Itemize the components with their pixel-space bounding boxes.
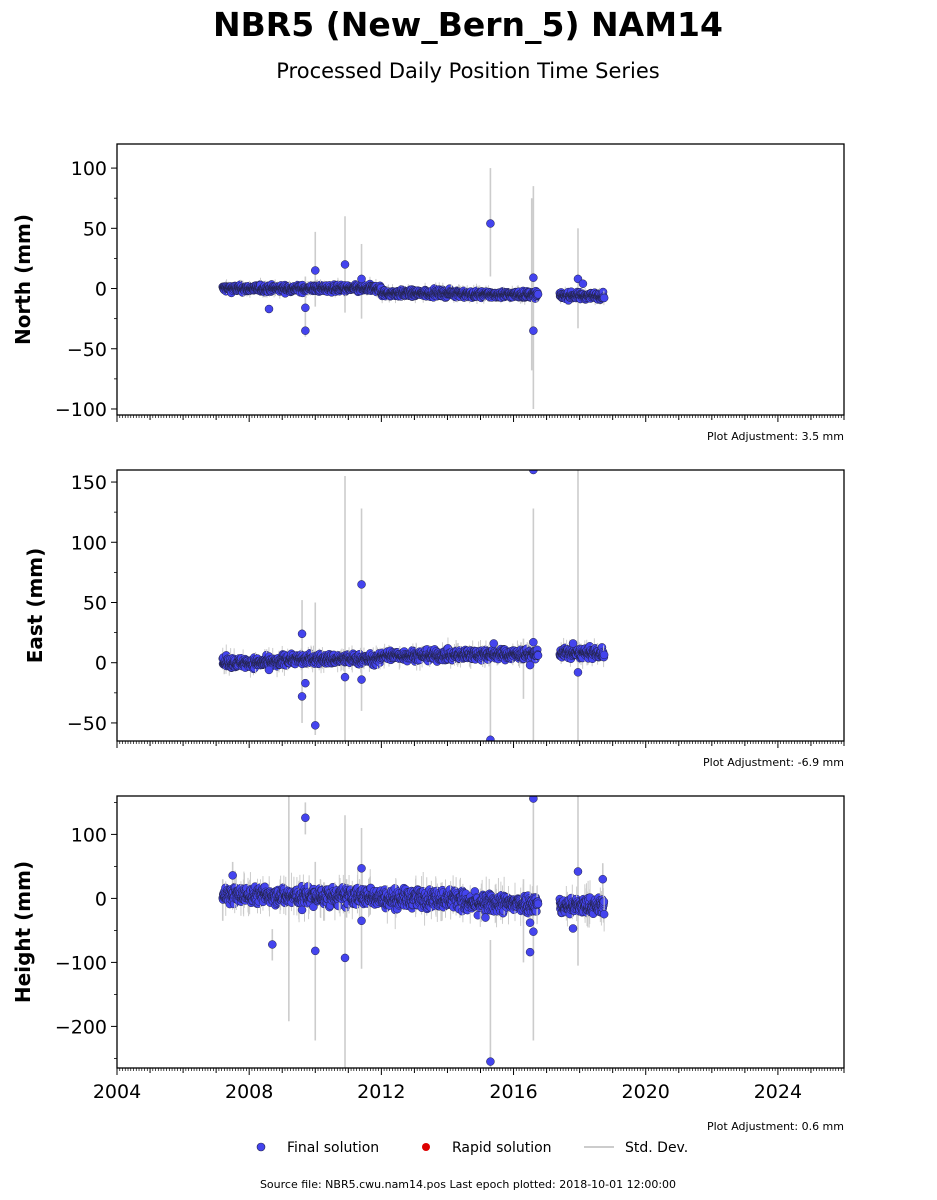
y-axis-label: East (mm) [23, 548, 47, 664]
north-panel: −100 −50 0 50 100 North (mm) Plot Adjustment: … [11, 143, 845, 443]
y-tick-label: −100 [55, 952, 107, 974]
plot-area [218, 470, 609, 741]
figure-subtitle: Processed Daily Position Time Series [276, 59, 660, 83]
data-point [297, 905, 307, 915]
data-point [529, 326, 538, 335]
plot-frame [116, 469, 845, 742]
y-tick-label: 0 [95, 279, 107, 301]
data-point [228, 871, 237, 880]
data-point [486, 735, 495, 741]
data-point [268, 940, 277, 949]
figure-title: NBR5 (New_Bern_5) NAM14 [213, 5, 723, 44]
data-point [357, 580, 366, 589]
y-tick-label: −200 [55, 1016, 107, 1038]
data-point [301, 678, 310, 688]
data-point [599, 650, 609, 660]
data-point [486, 219, 495, 228]
data-point [486, 1057, 495, 1066]
data-point [357, 916, 366, 926]
data-point [357, 274, 366, 284]
data-point [525, 660, 535, 670]
data-point [525, 947, 535, 957]
data-point [489, 639, 498, 648]
data-point [598, 874, 608, 884]
data-point [599, 909, 609, 919]
data-point [529, 927, 538, 936]
data-point [533, 290, 543, 299]
y-tick-label: −100 [55, 399, 107, 421]
data-point [529, 273, 538, 282]
y-tick-label: 150 [71, 472, 107, 494]
y-tick-label: −50 [67, 713, 107, 735]
data-point [311, 946, 320, 956]
data-point [301, 813, 310, 823]
east-panel: −50 0 50 100 150 East (mm) Plot Adjustment: -6… [23, 469, 845, 769]
data-point [533, 651, 543, 660]
data-point [568, 639, 578, 648]
y-tick-label: 50 [83, 592, 107, 614]
y-tick-label: 100 [71, 824, 107, 846]
y-tick-label: 0 [95, 653, 107, 675]
data-point [573, 867, 583, 876]
data-point [301, 303, 310, 313]
plot-area [218, 168, 609, 409]
y-tick-label: 50 [83, 218, 107, 240]
data-point [297, 692, 307, 701]
data-point [529, 637, 538, 647]
data-point [529, 470, 538, 475]
data-point [578, 279, 588, 288]
data-point [529, 796, 538, 803]
data-point [311, 266, 320, 275]
y-tick-label: 0 [95, 888, 107, 910]
data-point [264, 665, 274, 675]
data-point [264, 304, 274, 314]
data-point [301, 326, 310, 335]
data-point [533, 899, 543, 909]
data-point [340, 260, 350, 269]
plot-frame [116, 795, 845, 1069]
data-point [573, 668, 583, 677]
plot-area [218, 796, 609, 1068]
data-point [481, 913, 490, 922]
y-tick-label: 100 [71, 158, 107, 180]
data-point [599, 293, 609, 303]
data-point [525, 918, 535, 927]
data-point [357, 675, 366, 684]
y-axis-label: North (mm) [11, 214, 35, 345]
plot-adjustment-note: Plot Adjustment: -6.9 mm [703, 756, 844, 769]
y-tick-label: −50 [67, 339, 107, 361]
data-point [340, 953, 350, 963]
y-tick-label: 100 [71, 532, 107, 554]
data-point [357, 864, 366, 873]
plot-adjustment-note: Plot Adjustment: 3.5 mm [707, 430, 844, 443]
data-point [297, 629, 307, 639]
data-point [568, 924, 578, 933]
data-point [311, 721, 320, 730]
data-point [340, 672, 350, 682]
